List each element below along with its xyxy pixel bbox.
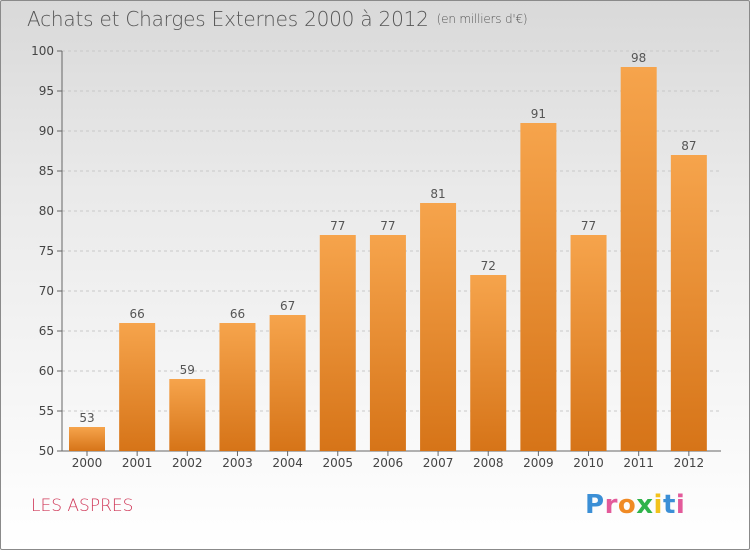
bars: [69, 67, 707, 451]
value-label: 67: [280, 299, 295, 313]
value-label: 81: [430, 187, 445, 201]
value-label: 87: [681, 139, 696, 153]
location-label: LES ASPRES: [31, 496, 134, 516]
value-labels: 53 66 59 66 67 77 77 81 72 91 77 98 87: [79, 51, 696, 425]
x-tick-label: 2012: [674, 456, 705, 470]
x-tick-label: 2011: [623, 456, 654, 470]
x-tick-label: 2010: [573, 456, 604, 470]
bar: [570, 235, 607, 451]
y-tick-label: 85: [39, 164, 54, 178]
value-label: 77: [330, 219, 345, 233]
bar: [420, 203, 457, 451]
bar: [269, 315, 306, 451]
y-tick-label: 90: [39, 124, 54, 138]
chart-unit: (en milliers d'€): [436, 12, 528, 26]
y-tick-label: 70: [39, 284, 54, 298]
value-label: 77: [380, 219, 395, 233]
value-label: 72: [481, 259, 496, 273]
y-tick-label: 50: [39, 444, 54, 458]
value-label: 53: [79, 411, 94, 425]
y-tick-label: 100: [31, 44, 54, 58]
y-tick-labels: 50 55 60 65 70 75 80 85 90 95 100: [31, 44, 54, 458]
y-tick-label: 95: [39, 84, 54, 98]
value-label: 77: [581, 219, 596, 233]
proxiti-logo: Proxiti: [585, 490, 686, 520]
x-tick-label: 2001: [122, 456, 153, 470]
value-label: 98: [631, 51, 646, 65]
y-tick-label: 65: [39, 324, 54, 338]
y-tick-label: 60: [39, 364, 54, 378]
bar: [520, 123, 557, 451]
bar: [369, 235, 406, 451]
bar: [219, 323, 256, 451]
bar: [670, 155, 707, 451]
bar: [69, 427, 105, 451]
x-tick-label: 2003: [222, 456, 253, 470]
y-tick-label: 55: [39, 404, 54, 418]
bar: [119, 323, 156, 451]
y-tick-label: 80: [39, 204, 54, 218]
bar: [620, 67, 657, 451]
x-tick-label: 2009: [523, 456, 554, 470]
x-tick-label: 2002: [172, 456, 203, 470]
value-label: 66: [130, 307, 145, 321]
bar: [169, 379, 206, 451]
chart-title-text: Achats et Charges Externes 2000 à 2012: [27, 7, 429, 31]
y-tick-label: 75: [39, 244, 54, 258]
x-tick-labels: 2000 2001 2002 2003 2004 2005 2006 2007 2008 2009…: [72, 456, 704, 470]
value-label: 59: [180, 363, 195, 377]
x-tick-label: 2005: [322, 456, 353, 470]
x-tick-label: 2004: [272, 456, 303, 470]
x-tick-label: 2006: [373, 456, 404, 470]
value-label: 91: [531, 107, 546, 121]
x-tick-label: 2007: [423, 456, 454, 470]
x-tick-label: 2000: [72, 456, 103, 470]
bar: [319, 235, 356, 451]
x-tick-label: 2008: [473, 456, 504, 470]
value-label: 66: [230, 307, 245, 321]
bar: [470, 275, 507, 451]
chart-title: Achats et Charges Externes 2000 à 2012 (e…: [27, 7, 528, 31]
